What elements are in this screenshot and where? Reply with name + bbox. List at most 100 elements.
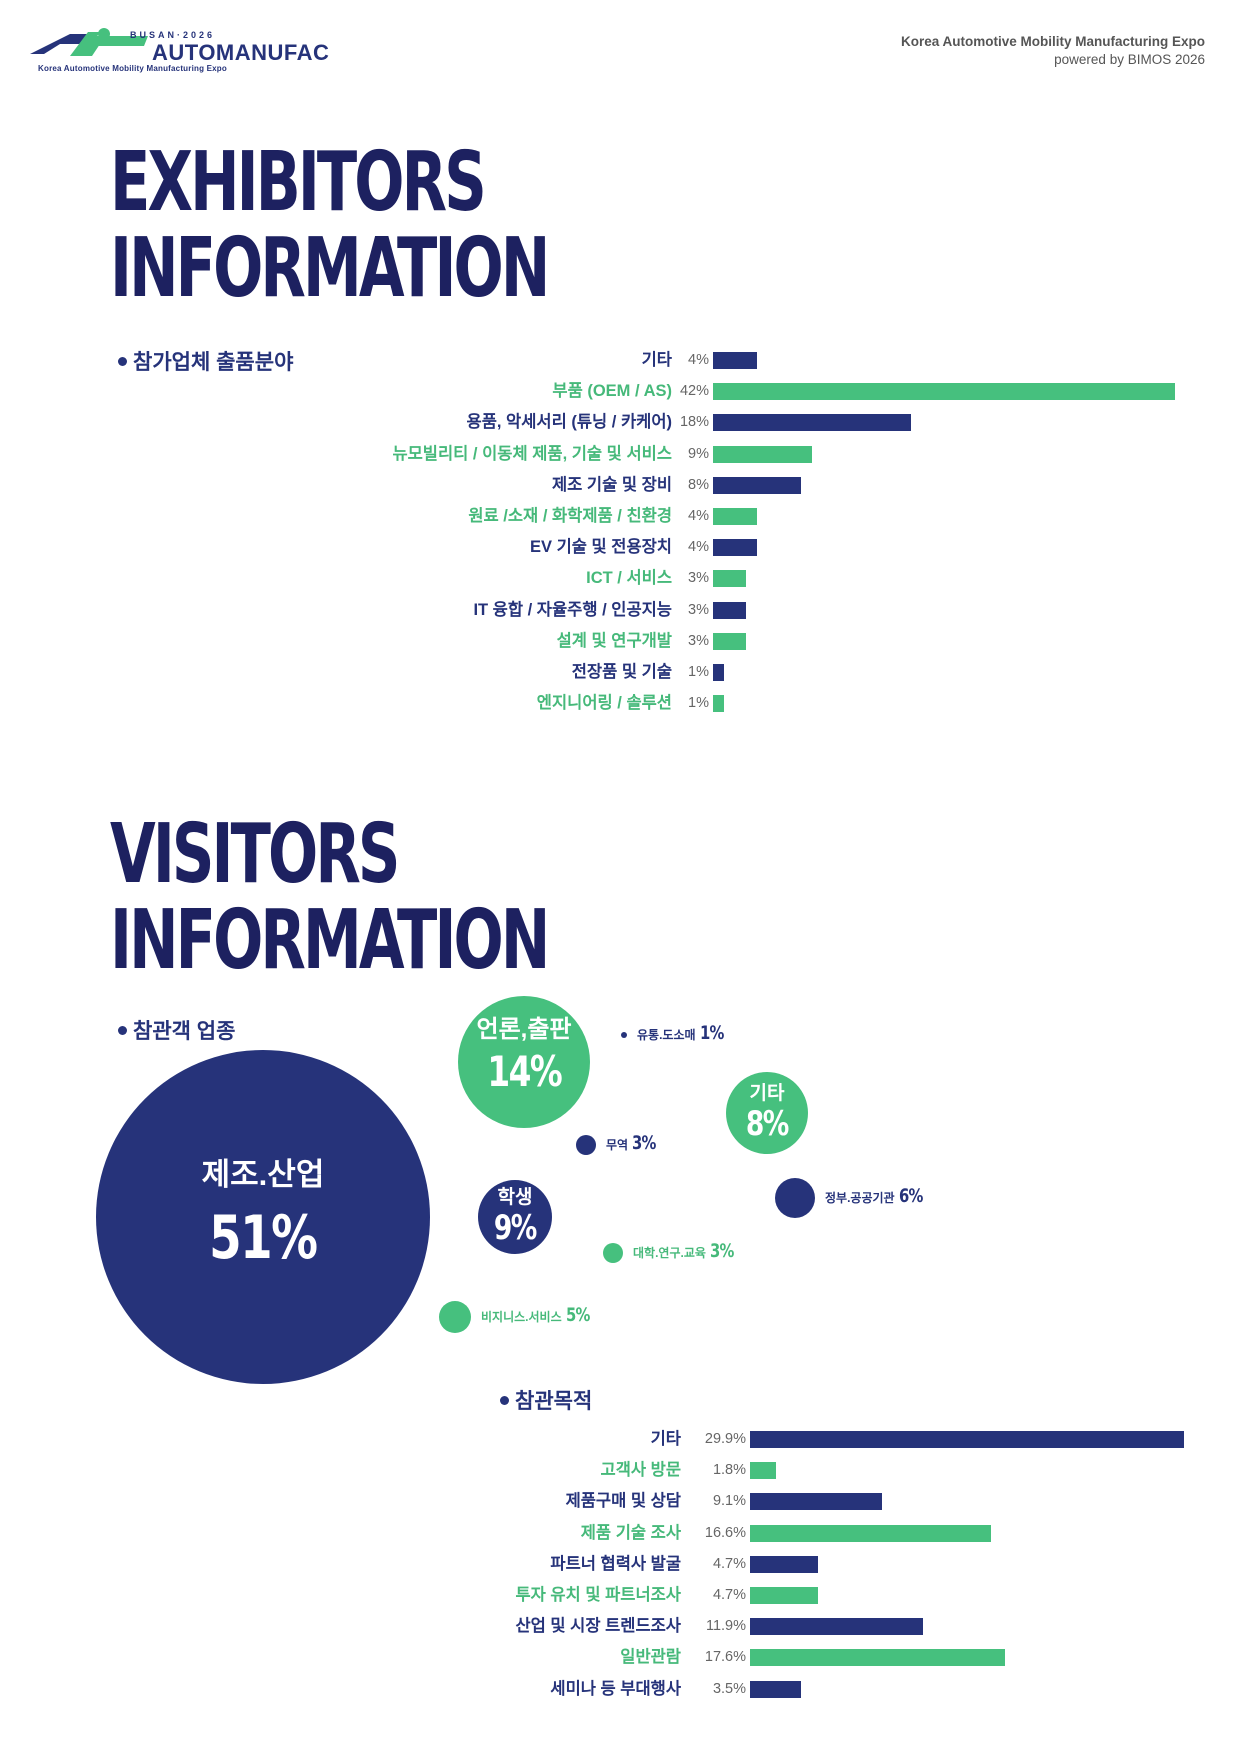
bar-value-label: 3% [688, 570, 709, 587]
logo-subtitle: Korea Automotive Mobility Manufacturing … [38, 64, 227, 73]
bar [750, 1431, 1184, 1448]
visitors-industry-label-text: 참관객 업종 [133, 1020, 236, 1043]
bubble-side-label: 비지니스.서비스 5% [481, 1304, 596, 1326]
bar [750, 1493, 882, 1511]
bar-value-label: 11.9% [705, 1618, 746, 1635]
bar-category-label: IT 융합 / 자율주행 / 인공지능 [473, 600, 672, 619]
bubble [726, 1072, 808, 1154]
bar-value-label: 16.6% [704, 1524, 746, 1541]
logo-busan: BUSAN·2026 [130, 30, 216, 40]
bubble-category-name: 학생 [497, 1187, 533, 1208]
bar [750, 1587, 819, 1604]
bar [750, 1462, 777, 1480]
exhibitors-title-line2: INFORMATION [110, 221, 550, 316]
bubble-value: 5% [565, 1304, 590, 1326]
bar [713, 508, 757, 525]
bar-category-label: 원료 /소재 / 화학제품 / 친환경 [468, 507, 672, 525]
bubble [603, 1243, 623, 1263]
bar-category-label: 전장품 및 기술 [571, 663, 672, 681]
header-powered-by: powered by BIMOS 2026 [1054, 52, 1205, 67]
bubble-side-label: 대학.연구.교육 3% [633, 1240, 740, 1262]
bubble-value: 3% [632, 1132, 656, 1154]
bubble-label: 언론,출판 14% [424, 1016, 624, 1094]
exhibitors-title: EXHIBITORS INFORMATION [110, 140, 550, 316]
bar-category-label: 기타 [641, 351, 672, 369]
bar-value-label: 4.7% [712, 1587, 746, 1603]
bubble-side-label: 유통.도소매 1% [637, 1022, 730, 1044]
header-expo-name: Korea Automotive Mobility Manufacturing … [900, 34, 1205, 49]
bar-category-label: EV 기술 및 전용장치 [529, 538, 672, 557]
bubble-value: 8% [746, 1104, 789, 1144]
bar [750, 1618, 923, 1636]
bar-category-label: 투자 유치 및 파트너조사 [515, 1586, 681, 1604]
bubble-category-name: 비지니스.서비스 [481, 1310, 562, 1324]
exhibitors-section-label: 참가업체 출품분야 [118, 346, 293, 376]
visitors-purpose-label-text: 참관목적 [515, 1390, 593, 1413]
bar [713, 414, 911, 432]
logo-mark [30, 28, 148, 56]
bar-value-label: 4% [688, 352, 709, 368]
bar [713, 539, 757, 557]
bar-category-label: 세미나 등 부대행사 [550, 1679, 681, 1698]
bubble-category-name: 무역 [606, 1138, 629, 1152]
bar-category-label: 고객사 방문 [600, 1461, 681, 1480]
bar-value-label: 3% [688, 632, 709, 649]
bubble-category-name: 기타 [749, 1083, 785, 1104]
bar-value-label: 3.5% [712, 1680, 746, 1697]
bubble [576, 1135, 596, 1155]
bar-category-label: 산업 및 시장 트렌드조사 [515, 1617, 681, 1636]
bubble-category-name: 정부.공공기관 [825, 1191, 895, 1205]
bar [750, 1555, 819, 1573]
bubble-category-name: 제조.산업 [201, 1157, 325, 1192]
bubble-label: 제조.산업 51% [163, 1157, 363, 1269]
bar-value-label: 29.9% [704, 1431, 746, 1447]
bar-category-label: 파트너 협력사 발굴 [550, 1554, 681, 1573]
bar-category-label: 설계 및 연구개발 [556, 631, 672, 650]
bar-category-label: 기타 [650, 1430, 681, 1448]
bar-value-label: 4% [688, 539, 709, 556]
bar [750, 1680, 801, 1698]
bar-value-label: 8% [688, 476, 709, 493]
bubble-category-name: 언론,출판 [476, 1016, 572, 1043]
bar [713, 601, 746, 619]
bar [750, 1649, 1006, 1667]
bubble [439, 1301, 471, 1333]
visitors-purpose-label: 참관목적 [500, 1385, 592, 1415]
bullet-dot-icon [118, 1025, 127, 1035]
bubble-label: 학생 9% [415, 1186, 615, 1246]
bubble-category-name: 대학.연구.교육 [633, 1246, 706, 1260]
bullet-dot-icon [118, 356, 127, 366]
bubble-value: 9% [494, 1208, 537, 1248]
visitors-title-line2: INFORMATION [110, 893, 550, 988]
bubble [621, 1032, 627, 1038]
bar-category-label: 제품 기술 조사 [580, 1523, 681, 1542]
bar [713, 632, 746, 650]
bar-value-label: 1% [688, 695, 709, 712]
bubble [478, 1180, 552, 1254]
bubble-side-label: 정부.공공기관 6% [825, 1185, 929, 1207]
bubble-value: 3% [709, 1240, 734, 1262]
header-expo-info: Korea Automotive Mobility Manufacturing … [901, 33, 1205, 69]
bar [713, 476, 801, 494]
bar-category-label: 뉴모빌리티 / 이동체 제품, 기술 및 서비스 [392, 444, 672, 463]
bar-category-label: 용품, 악세서리 (튜닝 / 카케어) [466, 413, 672, 432]
visitors-title-line1: VISITORS [110, 807, 400, 902]
bar-value-label: 42% [679, 383, 709, 400]
bar-category-label: 제품구매 및 상담 [565, 1492, 681, 1511]
bar-category-label: 일반관람 [620, 1648, 681, 1667]
bar [713, 352, 757, 369]
bubble-label: 기타 8% [667, 1082, 867, 1142]
bubble-value: 6% [898, 1185, 923, 1207]
bar-value-label: 9.1% [712, 1493, 746, 1510]
bar-value-label: 9% [688, 445, 709, 462]
bar-value-label: 4.7% [712, 1555, 746, 1572]
visitors-industry-label: 참관객 업종 [118, 1015, 235, 1045]
bullet-dot-icon [500, 1395, 509, 1405]
bar [713, 570, 746, 588]
bar-category-label: 제조 기술 및 장비 [551, 475, 672, 494]
bubble-value: 14% [487, 1047, 562, 1096]
bubble-value: 1% [699, 1022, 724, 1044]
bubble [96, 1050, 430, 1384]
bar [750, 1524, 991, 1542]
bar-value-label: 1.8% [712, 1462, 746, 1479]
